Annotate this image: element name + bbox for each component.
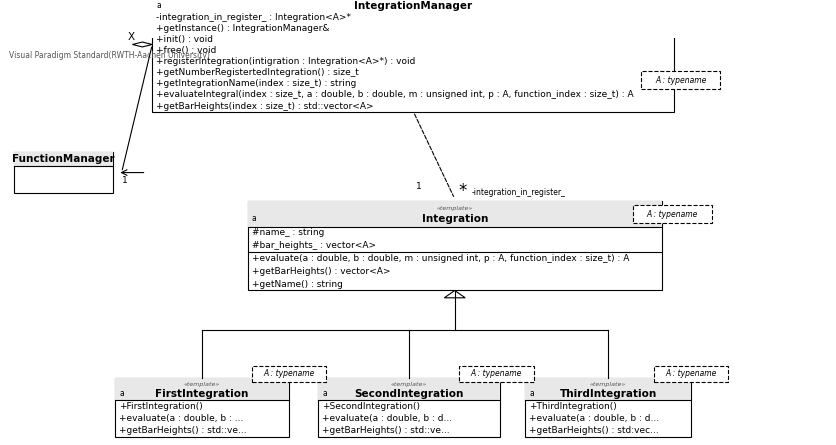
Text: +ThirdIntegration(): +ThirdIntegration() <box>529 402 617 411</box>
FancyBboxPatch shape <box>318 378 501 400</box>
FancyBboxPatch shape <box>14 152 114 166</box>
Text: «template»: «template» <box>436 206 473 210</box>
FancyBboxPatch shape <box>459 366 533 382</box>
Text: «template»: «template» <box>590 382 626 387</box>
FancyBboxPatch shape <box>525 378 691 437</box>
Text: X: X <box>128 32 135 42</box>
FancyBboxPatch shape <box>641 71 720 89</box>
Text: +SecondIntegration(): +SecondIntegration() <box>322 402 421 411</box>
Text: +getBarHeights() : vector<A>: +getBarHeights() : vector<A> <box>252 267 390 276</box>
Text: +FirstIntegration(): +FirstIntegration() <box>120 402 203 411</box>
Text: a: a <box>529 389 534 398</box>
Text: *: * <box>459 182 467 200</box>
Text: a: a <box>252 214 257 223</box>
Text: SecondIntegration: SecondIntegration <box>354 389 464 399</box>
Text: +free() : void: +free() : void <box>156 46 217 55</box>
Text: +getInstance() : IntegrationManager&: +getInstance() : IntegrationManager& <box>156 24 330 33</box>
Text: A : typename: A : typename <box>646 210 698 219</box>
Text: Integration: Integration <box>421 214 488 224</box>
FancyBboxPatch shape <box>654 366 728 382</box>
Text: +getBarHeights() : std::ve...: +getBarHeights() : std::ve... <box>120 426 247 435</box>
FancyBboxPatch shape <box>525 378 691 400</box>
Text: +evaluateIntegral(index : size_t, a : double, b : double, m : unsigned int, p : : +evaluateIntegral(index : size_t, a : do… <box>156 90 634 99</box>
Polygon shape <box>445 291 465 298</box>
Text: +getName() : string: +getName() : string <box>252 279 343 289</box>
Text: +getIntegrationName(index : size_t) : string: +getIntegrationName(index : size_t) : st… <box>156 79 357 89</box>
Text: +evaluate(a : double, b : double, m : unsigned int, p : A, function_index : size: +evaluate(a : double, b : double, m : un… <box>252 254 630 263</box>
Text: -integration_in_register_: -integration_in_register_ <box>472 188 565 197</box>
Text: «template»: «template» <box>391 382 427 387</box>
Text: +evaluate(a : double, b : ...: +evaluate(a : double, b : ... <box>120 414 243 423</box>
Text: +evaluate(a : double, b : d...: +evaluate(a : double, b : d... <box>322 414 452 423</box>
FancyBboxPatch shape <box>252 366 326 382</box>
Text: +getNumberRegistertedIntegration() : size_t: +getNumberRegistertedIntegration() : siz… <box>156 68 359 77</box>
Text: Visual Paradigm Standard(RWTH-Aachen University): Visual Paradigm Standard(RWTH-Aachen Uni… <box>9 51 210 60</box>
Text: +getBarHeights() : std:vec...: +getBarHeights() : std:vec... <box>529 426 659 435</box>
Text: +getBarHeights() : std::ve...: +getBarHeights() : std::ve... <box>322 426 450 435</box>
FancyBboxPatch shape <box>115 378 289 400</box>
FancyBboxPatch shape <box>115 378 289 437</box>
Text: FunctionManager: FunctionManager <box>13 154 115 164</box>
Text: FirstIntegration: FirstIntegration <box>155 389 248 399</box>
Text: A : typename: A : typename <box>665 369 716 378</box>
Text: ThirdIntegration: ThirdIntegration <box>559 389 657 399</box>
Text: 1: 1 <box>121 176 127 185</box>
FancyBboxPatch shape <box>152 0 675 112</box>
Text: a: a <box>156 0 161 10</box>
Text: +getBarHeights(index : size_t) : std::vector<A>: +getBarHeights(index : size_t) : std::ve… <box>156 101 374 110</box>
Text: +init() : void: +init() : void <box>156 35 213 44</box>
FancyBboxPatch shape <box>247 201 662 227</box>
Text: A : typename: A : typename <box>655 76 706 85</box>
Polygon shape <box>132 42 152 47</box>
FancyBboxPatch shape <box>633 205 711 223</box>
Text: 1: 1 <box>415 182 421 191</box>
Text: -integration_in_register_ : Integration<A>*: -integration_in_register_ : Integration<… <box>156 13 351 22</box>
Text: +registerIntegration(intigration : Integration<A>*) : void: +registerIntegration(intigration : Integ… <box>156 57 415 66</box>
Text: A : typename: A : typename <box>263 369 314 378</box>
Text: «template»: «template» <box>184 382 220 387</box>
Text: +evaluate(a : double, b : d...: +evaluate(a : double, b : d... <box>529 414 660 423</box>
Text: #name_ : string: #name_ : string <box>252 228 324 238</box>
Text: a: a <box>322 389 327 398</box>
Text: IntegrationManager: IntegrationManager <box>354 0 472 11</box>
Text: #bar_heights_ : vector<A>: #bar_heights_ : vector<A> <box>252 241 376 250</box>
Text: a: a <box>120 389 124 398</box>
FancyBboxPatch shape <box>318 378 501 437</box>
FancyBboxPatch shape <box>247 201 662 291</box>
FancyBboxPatch shape <box>14 152 114 193</box>
Text: A : typename: A : typename <box>471 369 522 378</box>
FancyBboxPatch shape <box>152 0 675 12</box>
